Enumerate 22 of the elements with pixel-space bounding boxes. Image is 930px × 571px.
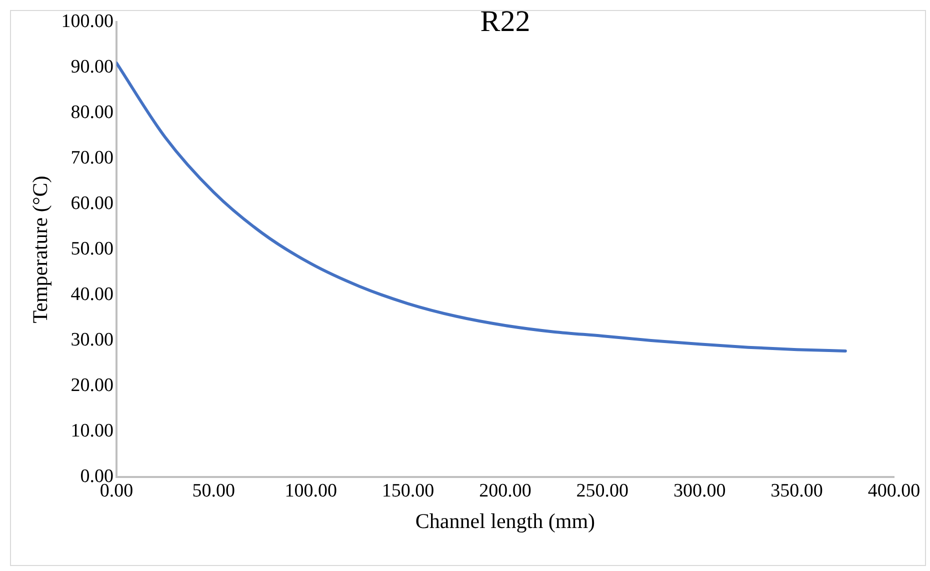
line-series bbox=[116, 61, 847, 352]
y-tick-label: 60.00 bbox=[70, 192, 114, 214]
y-tick-label: 40.00 bbox=[70, 284, 114, 305]
x-tick-label: 50.00 bbox=[192, 480, 236, 502]
y-tick-label: 90.00 bbox=[70, 56, 114, 78]
y-tick-label: 30.00 bbox=[70, 329, 114, 350]
x-tick-label: 300.00 bbox=[673, 480, 726, 502]
x-tick-label: 400.00 bbox=[868, 480, 920, 502]
y-tick-label: 70.00 bbox=[70, 147, 114, 168]
y-tick-label: 100.00 bbox=[61, 10, 114, 32]
x-tick-label: 200.00 bbox=[479, 480, 532, 502]
chart-title: R22 bbox=[480, 4, 530, 38]
x-tick-label: 100.00 bbox=[284, 480, 337, 502]
x-tick-label: 150.00 bbox=[382, 480, 434, 502]
y-tick-label: 10.00 bbox=[70, 420, 114, 442]
x-axis-title: Channel length (mm) bbox=[415, 508, 596, 533]
y-tick-label: 20.00 bbox=[70, 374, 114, 396]
y-axis-title: Temperature (°C) bbox=[28, 176, 52, 324]
x-tick-label: 250.00 bbox=[576, 480, 629, 502]
x-tick-label: 350.00 bbox=[770, 480, 823, 502]
y-tick-label: 80.00 bbox=[70, 102, 114, 123]
y-tick-label: 50.00 bbox=[70, 238, 114, 260]
